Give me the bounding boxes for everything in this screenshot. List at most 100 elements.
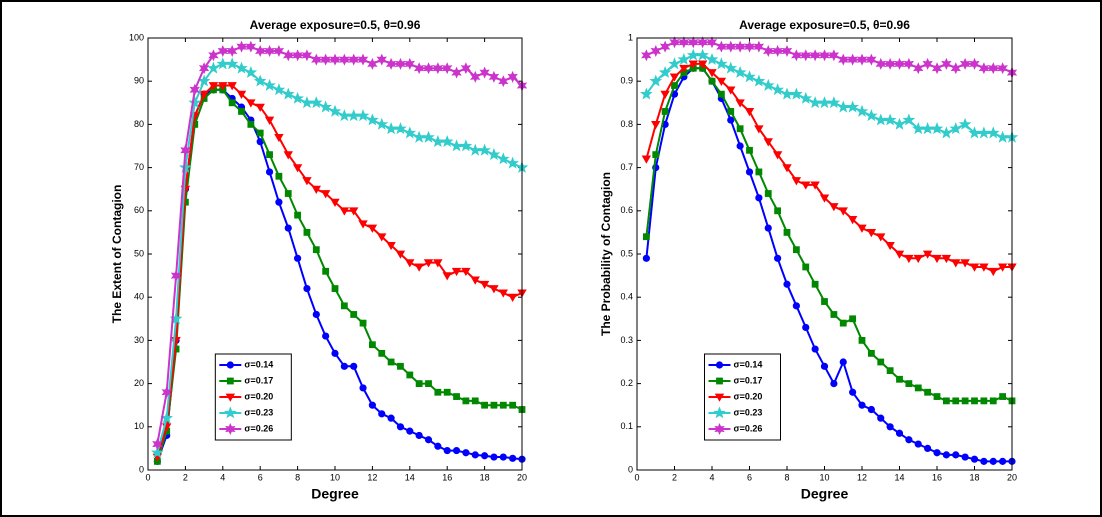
marker: [424, 436, 433, 444]
marker: [273, 45, 285, 58]
y-tick-label: 10: [134, 421, 144, 431]
marker: [671, 82, 678, 89]
marker: [359, 319, 367, 327]
x-tick-label: 20: [517, 472, 527, 482]
marker: [440, 135, 454, 148]
x-tick-label: 6: [258, 472, 263, 482]
marker: [736, 125, 744, 133]
y-tick-label: 0.2: [620, 378, 633, 388]
y-tick-label: 0.5: [620, 248, 633, 258]
marker: [497, 152, 510, 165]
y-tick-label: 0.7: [620, 162, 633, 172]
legend-marker: [224, 406, 237, 419]
marker: [425, 380, 432, 388]
marker: [460, 62, 472, 75]
x-tick-label: 10: [330, 472, 340, 482]
marker: [858, 401, 866, 409]
marker: [652, 151, 660, 159]
legend-label: σ=0.23: [734, 407, 763, 417]
x-tick-label: 14: [405, 472, 415, 482]
series-line: [645, 41, 1013, 74]
series-line: [156, 84, 523, 458]
marker: [913, 62, 924, 75]
marker: [940, 126, 953, 139]
marker: [275, 172, 283, 180]
legend-label: σ=0.20: [734, 391, 763, 401]
marker: [180, 144, 191, 157]
marker: [736, 142, 744, 150]
marker: [225, 57, 239, 70]
x-tick-label: 4: [709, 472, 714, 482]
marker: [951, 259, 961, 268]
x-tick-label: 18: [969, 472, 979, 482]
marker: [668, 57, 681, 70]
series-line: [645, 67, 1013, 402]
marker: [422, 130, 435, 143]
marker: [442, 62, 453, 75]
marker: [292, 164, 303, 173]
marker: [480, 452, 489, 460]
marker: [350, 311, 358, 318]
marker: [677, 52, 691, 65]
marker: [821, 298, 828, 305]
marker: [488, 70, 500, 83]
marker: [669, 73, 680, 82]
marker: [902, 113, 916, 126]
marker: [478, 143, 491, 156]
marker: [387, 358, 395, 366]
marker: [688, 60, 698, 69]
marker: [884, 57, 896, 70]
marker: [509, 401, 517, 409]
marker: [227, 82, 237, 91]
marker: [368, 341, 376, 349]
marker: [661, 108, 669, 115]
marker: [207, 61, 220, 74]
marker: [386, 241, 396, 251]
marker: [924, 388, 932, 396]
marker: [969, 57, 980, 70]
marker: [933, 393, 941, 400]
marker: [396, 423, 405, 431]
marker: [658, 65, 672, 78]
y-tick-label: 100: [129, 32, 144, 42]
marker: [875, 57, 886, 70]
marker: [941, 57, 952, 70]
y-tick-label: 1: [628, 32, 633, 42]
marker: [989, 397, 997, 405]
marker: [266, 151, 273, 159]
y-tick-label: 80: [134, 119, 144, 129]
marker: [188, 96, 202, 109]
marker: [790, 87, 803, 100]
marker: [265, 168, 274, 176]
marker: [404, 57, 415, 70]
marker: [487, 147, 501, 161]
marker: [933, 449, 941, 457]
marker: [339, 207, 350, 216]
marker: [905, 380, 913, 388]
marker: [294, 211, 302, 219]
marker: [999, 393, 1007, 400]
marker: [969, 263, 980, 272]
marker: [883, 113, 897, 126]
marker: [641, 155, 652, 164]
marker: [999, 457, 1007, 465]
marker: [264, 45, 275, 58]
marker: [217, 45, 228, 58]
marker: [914, 384, 922, 392]
marker: [846, 100, 860, 113]
marker: [255, 45, 266, 58]
marker: [499, 453, 507, 461]
marker: [725, 40, 736, 53]
marker: [949, 122, 963, 135]
marker: [830, 379, 838, 388]
marker: [451, 267, 462, 277]
x-tick-label: 6: [747, 472, 752, 482]
y-tick-label: 0.8: [620, 119, 633, 129]
marker: [340, 302, 348, 310]
marker: [988, 267, 998, 277]
marker: [930, 122, 944, 135]
marker: [727, 108, 735, 115]
marker: [433, 259, 443, 268]
marker: [856, 53, 868, 66]
marker: [971, 397, 978, 405]
